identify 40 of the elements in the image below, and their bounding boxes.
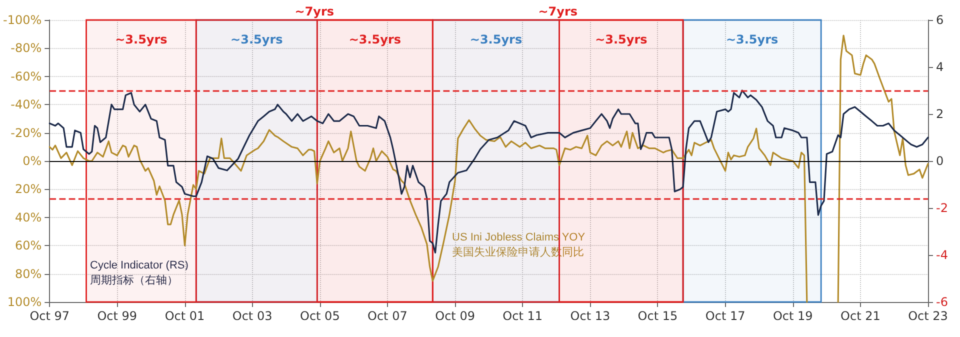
y-tick-label: 0% [22,154,42,168]
y-tick-label: -40% [10,98,42,112]
x-tick-label: Oct 21 [840,309,880,323]
x-tick-label: Oct 01 [164,309,205,323]
y2-tick-label: -4 [936,248,948,262]
x-tick-label: Oct 13 [570,309,610,323]
y-tick-label: 80% [14,266,42,281]
x-tick-label: Oct 15 [638,309,678,323]
x-tick-label: Oct 17 [705,309,746,323]
band-label: ~3.5yrs [348,32,402,46]
y2-tick-label: 0 [936,154,944,168]
band-label: ~3.5yrs [115,32,168,46]
y-tick-label: -60% [10,69,42,84]
band-label: ~7yrs [538,4,578,18]
y-tick-label: 40% [14,210,42,224]
band-label: ~3.5yrs [470,32,522,46]
y2-tick-label: 6 [936,13,944,27]
band-label: ~3.5yrs [230,32,283,46]
y-tick-label: -80% [10,41,42,56]
y2-tick-label: -6 [936,295,948,309]
y-tick-label: 100% [7,295,42,309]
y-tick-label: -100% [2,13,42,27]
x-tick-label: Oct 97 [30,309,70,323]
y-tick-label: 20% [14,182,42,196]
x-tick-label: Oct 03 [232,309,272,323]
band-label: ~7yrs [294,4,334,18]
y2-tick-label: -2 [936,201,948,215]
x-tick-label: Oct 23 [908,309,948,323]
x-tick-label: Oct 09 [435,309,475,323]
y-tick-label: -20% [10,126,42,140]
y2-tick-label: 4 [936,60,944,74]
x-tick-label: Oct 19 [772,309,813,323]
band-label: ~3.5yrs [726,32,778,46]
x-tick-label: Oct 05 [300,309,340,323]
y2-tick-label: 2 [936,107,944,121]
x-tick-label: Oct 11 [502,309,542,323]
band-label: ~3.5yrs [595,32,648,46]
x-tick-label: Oct 07 [368,309,408,323]
y-tick-label: 60% [14,238,42,253]
x-tick-label: Oct 99 [97,309,138,323]
